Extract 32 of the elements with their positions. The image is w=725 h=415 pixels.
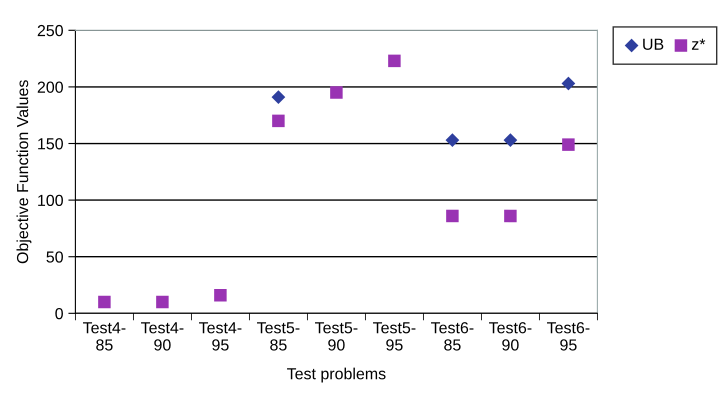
- x-tick-label: Test5- 90: [315, 322, 358, 351]
- legend-label: UB: [643, 38, 664, 50]
- y-tick-label: 250: [38, 24, 63, 36]
- point: [272, 114, 285, 128]
- point: [272, 90, 286, 104]
- legend-label: z*: [692, 38, 706, 50]
- point: [504, 210, 517, 222]
- x-tick-label: Test6- 95: [547, 322, 590, 351]
- x-tick-label: Test4- 90: [141, 322, 184, 351]
- x-tick-label: Test4- 95: [199, 322, 242, 351]
- x-tick-label: Test6- 90: [489, 322, 532, 351]
- point: [98, 296, 111, 308]
- point: [504, 133, 518, 147]
- y-tick-label: 50: [46, 251, 63, 263]
- x-axis-title: Test problems: [287, 368, 386, 383]
- point: [214, 288, 227, 302]
- point: [562, 76, 576, 90]
- y-tick-label: 0: [55, 308, 63, 320]
- point: [330, 86, 343, 99]
- y-tick-label: 100: [38, 194, 63, 206]
- point: [562, 138, 575, 151]
- point: [446, 210, 459, 222]
- x-tick-label: Test5- 85: [257, 322, 300, 351]
- x-tick-label: Test5- 95: [373, 322, 416, 351]
- point: [388, 54, 401, 68]
- x-tick-label: Test4- 85: [83, 322, 126, 351]
- y-axis-title: Objective Function Values: [16, 80, 32, 264]
- y-tick-label: 200: [38, 82, 63, 93]
- y-tick-label: 150: [38, 138, 63, 150]
- point: [156, 296, 169, 308]
- x-tick-label: Test6- 85: [431, 322, 474, 351]
- point: [446, 133, 460, 147]
